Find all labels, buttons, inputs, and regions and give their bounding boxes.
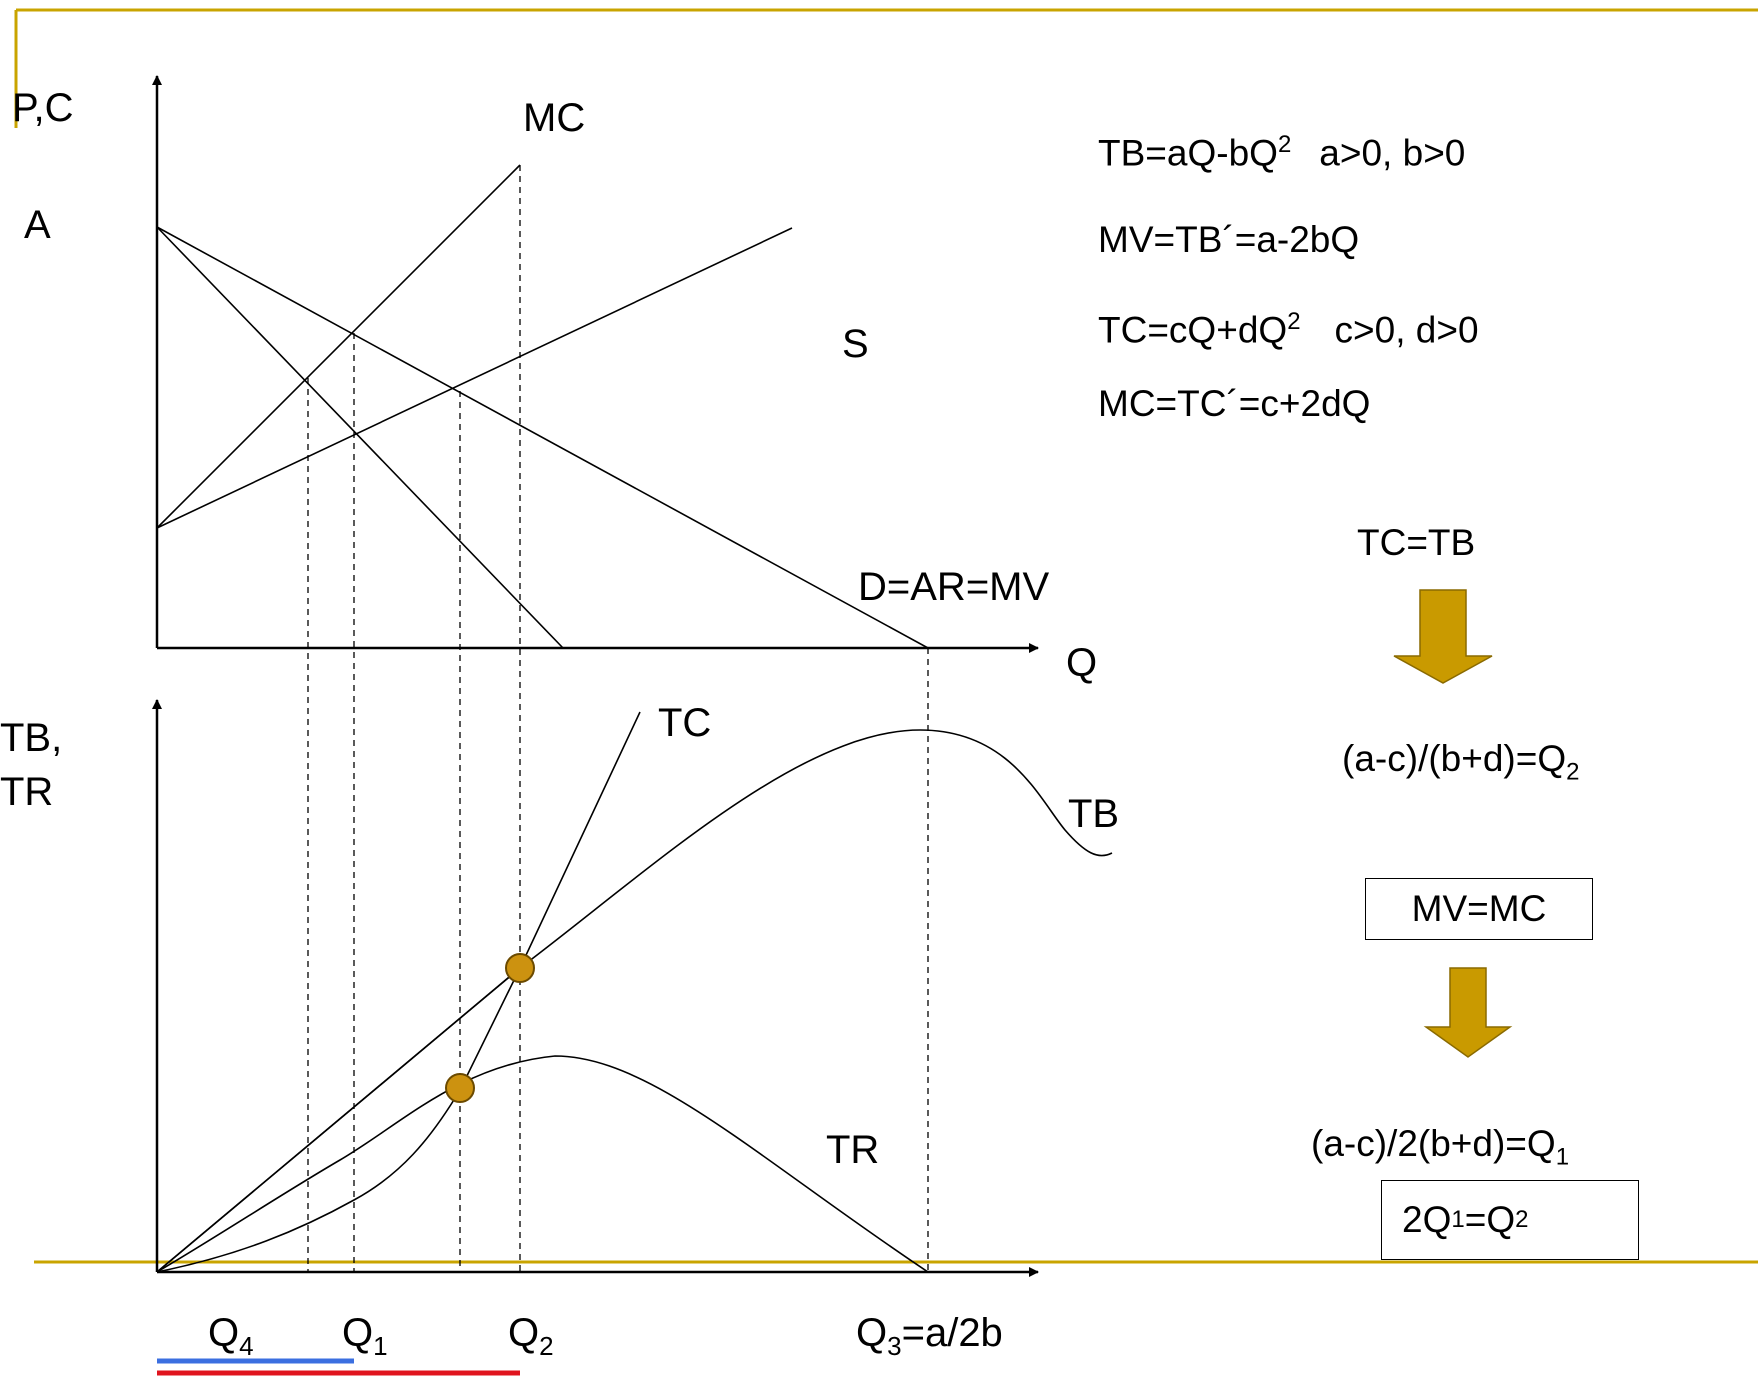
supply-line [156,227,793,529]
tr-curve-label: TR [826,1128,880,1172]
q3-label: Q3=a/2b [856,1311,1003,1361]
mv-equation: MV=TB´=a-2bQ [1098,219,1360,260]
q4-label: Q4 [208,1311,254,1361]
tb-equation: TB=aQ-bQ2 a>0, b>0 [1098,131,1466,174]
q2-label: Q2 [508,1311,554,1361]
tb-curve [156,729,1113,1273]
q2-result: (a-c)/(b+d)=Q2 [1342,738,1580,786]
mc-curve-label: MC [523,96,586,140]
mv-eq-mc-box: MV=MC [1365,878,1593,940]
mr-line [156,226,564,649]
down-arrow-icon [1393,589,1493,684]
mc-line [156,164,521,529]
demand-curve-label: D=AR=MV [858,565,1050,609]
tb-curve-label: TB [1068,792,1120,836]
tc-curve-label: TC [658,701,712,745]
down-arrow-icon [1423,967,1513,1058]
top-y-axis-label: P,C [12,86,74,130]
bottom-y-axis-label-line1: TB, [0,716,63,760]
tb-tangent-line [156,967,521,1273]
q1-result: (a-c)/2(b+d)=Q1 [1311,1123,1570,1171]
tc-equation: TC=cQ+dQ2 c>0, d>0 [1098,308,1479,351]
mc-equation: MC=TC´=c+2dQ [1098,383,1371,424]
dashed-guides [307,165,929,1272]
q1-label: Q1 [342,1311,388,1361]
intercept-label: A [24,203,51,247]
intersection-dot-icon [445,1073,475,1103]
demand-line [156,226,929,649]
tr-curve [156,1055,929,1273]
tc-curve [156,711,641,1273]
bottom-y-axis-label-line2: TR [0,770,54,814]
intersection-dot-icon [505,953,535,983]
top-x-axis-label: Q [1066,641,1098,685]
tc-eq-tb-label: TC=TB [1357,522,1476,563]
relation-box: 2Q 1 =Q 2 [1381,1180,1639,1260]
supply-curve-label: S [842,322,869,366]
